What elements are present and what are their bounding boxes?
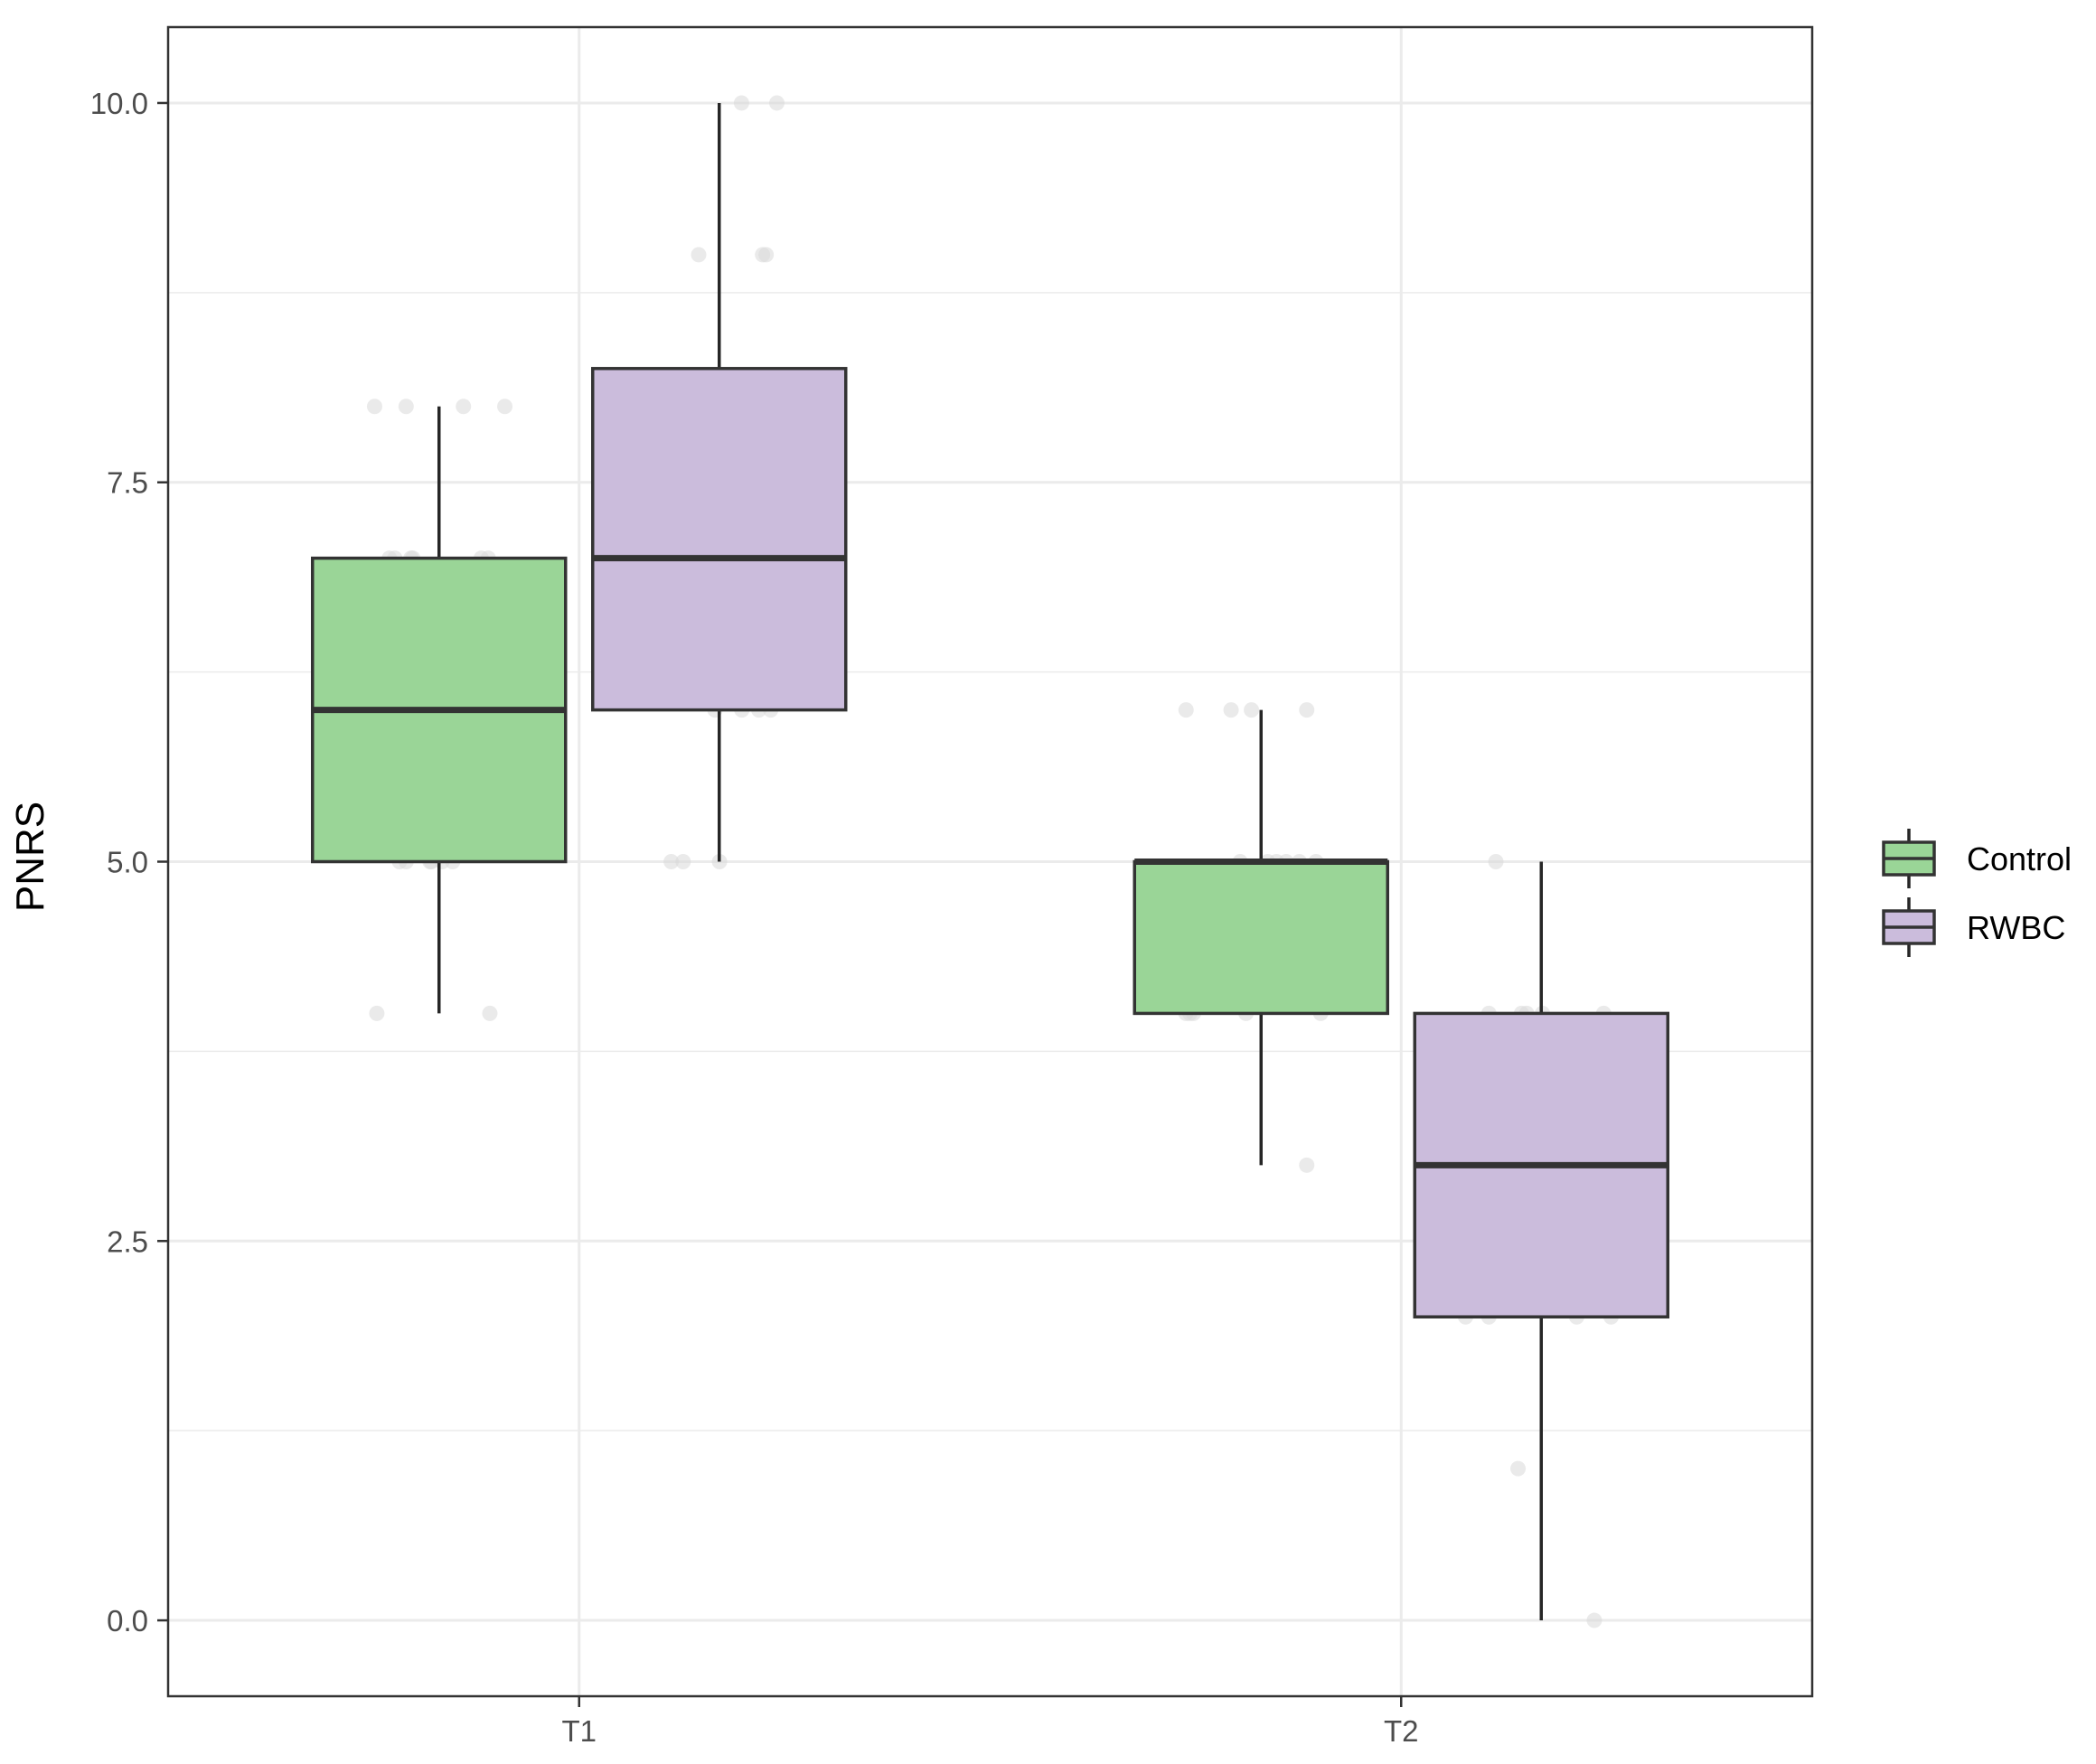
box-control-t2 [1133, 709, 1389, 1166]
legend-item-control: Control [1882, 829, 2072, 888]
data-point [675, 854, 691, 869]
box-control-t1 [311, 406, 568, 1014]
data-point [366, 399, 382, 415]
y-axis: 0.0 2.5 5.0 7.5 10.0 [90, 87, 168, 1637]
y-tick-label: 0.0 [107, 1604, 148, 1637]
y-tick-label: 7.5 [107, 466, 148, 500]
box-rwbc-t2 [1413, 861, 1669, 1621]
data-point [769, 95, 785, 111]
legend-label: Control [1967, 840, 2072, 877]
data-point [456, 399, 472, 415]
data-point [497, 399, 513, 415]
legend: Control RWBC [1882, 829, 2072, 957]
data-point [482, 1005, 498, 1021]
box-iqr [591, 367, 848, 712]
y-tick-label: 2.5 [107, 1224, 148, 1258]
boxes [311, 102, 1669, 1621]
data-point [1244, 702, 1260, 718]
data-point [733, 95, 749, 111]
data-point [398, 399, 414, 415]
data-point [758, 247, 775, 263]
data-point [1586, 1612, 1603, 1628]
box-iqr [1133, 859, 1389, 1016]
x-tick-label: T1 [561, 1714, 597, 1748]
legend-item-rwbc: RWBC [1882, 897, 2065, 957]
box-rwbc-t1 [591, 102, 848, 862]
data-point [691, 247, 707, 263]
y-tick-label: 10.0 [90, 87, 148, 120]
data-point [663, 854, 680, 869]
x-axis: T1 T2 [561, 1696, 1419, 1748]
y-tick-label: 5.0 [107, 846, 148, 879]
x-tick-label: T2 [1384, 1714, 1419, 1748]
data-point [1178, 702, 1194, 718]
data-point [369, 1005, 385, 1021]
data-point [1510, 1460, 1527, 1477]
data-point [1488, 854, 1504, 869]
data-point [1299, 1157, 1315, 1173]
data-point [1223, 702, 1239, 718]
data-point [1299, 702, 1315, 718]
y-axis-title: PNRS [8, 802, 52, 912]
legend-label: RWBC [1967, 909, 2065, 946]
